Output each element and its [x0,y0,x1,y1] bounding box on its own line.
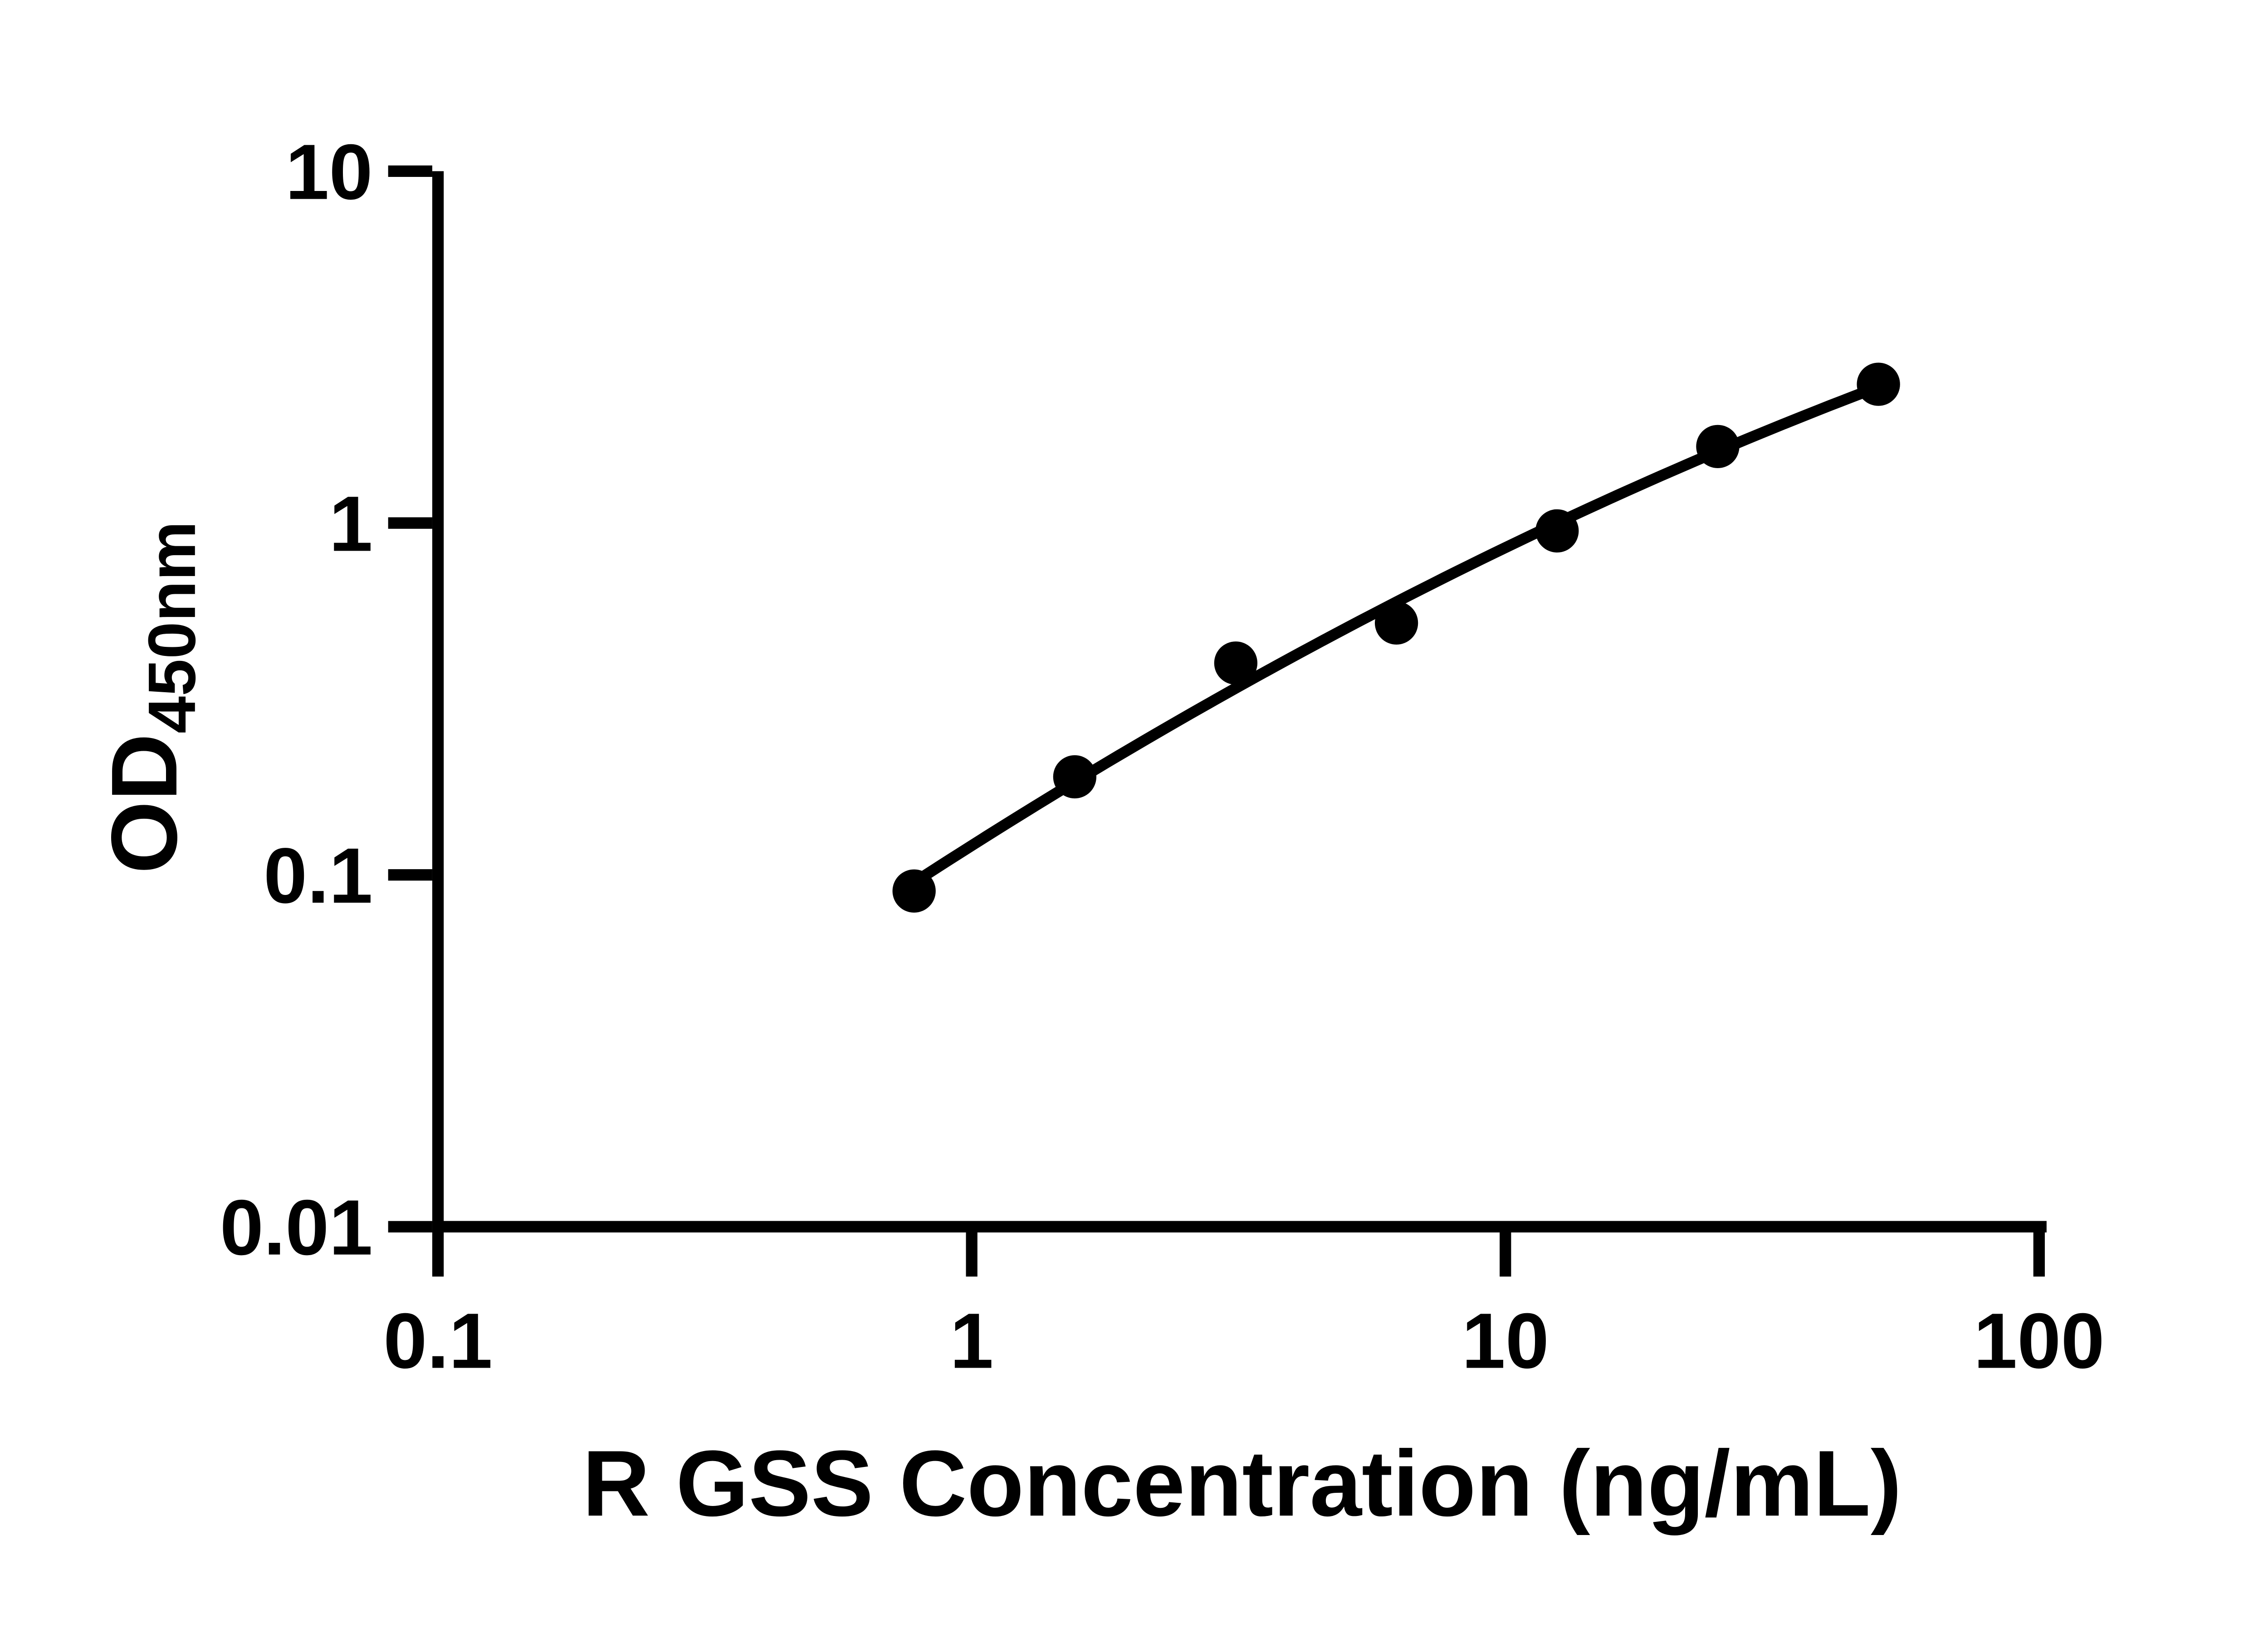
plot-background [0,22,2268,1611]
data-points-group [892,362,1900,913]
y-tick-label: 1 [329,479,372,567]
y-axis-title: OD450nm [92,521,210,874]
x-tick-label: 10 [1461,1296,1549,1384]
y-axis-title-main: OD [92,733,196,874]
y-axis-title-subscript: 450nm [135,521,210,733]
y-tick-label: 0.1 [264,831,373,919]
x-tick-label: 100 [1974,1296,2105,1384]
ticks-group [388,165,2045,1277]
data-point [1214,641,1258,685]
data-point [1535,509,1579,552]
x-tick-label: 1 [950,1296,993,1384]
axes-spines [432,171,2047,1232]
x-tick-label: 0.1 [383,1296,493,1384]
data-point [1857,362,1900,406]
y-tick-label: 10 [285,128,373,216]
y-tick-label: 0.01 [220,1183,373,1271]
data-point [1053,755,1097,799]
x-axis-title: R GSS Concentration (ng/mL) [582,1431,1902,1535]
data-point [1696,425,1740,469]
data-point [892,869,936,913]
data-point [1374,601,1418,645]
